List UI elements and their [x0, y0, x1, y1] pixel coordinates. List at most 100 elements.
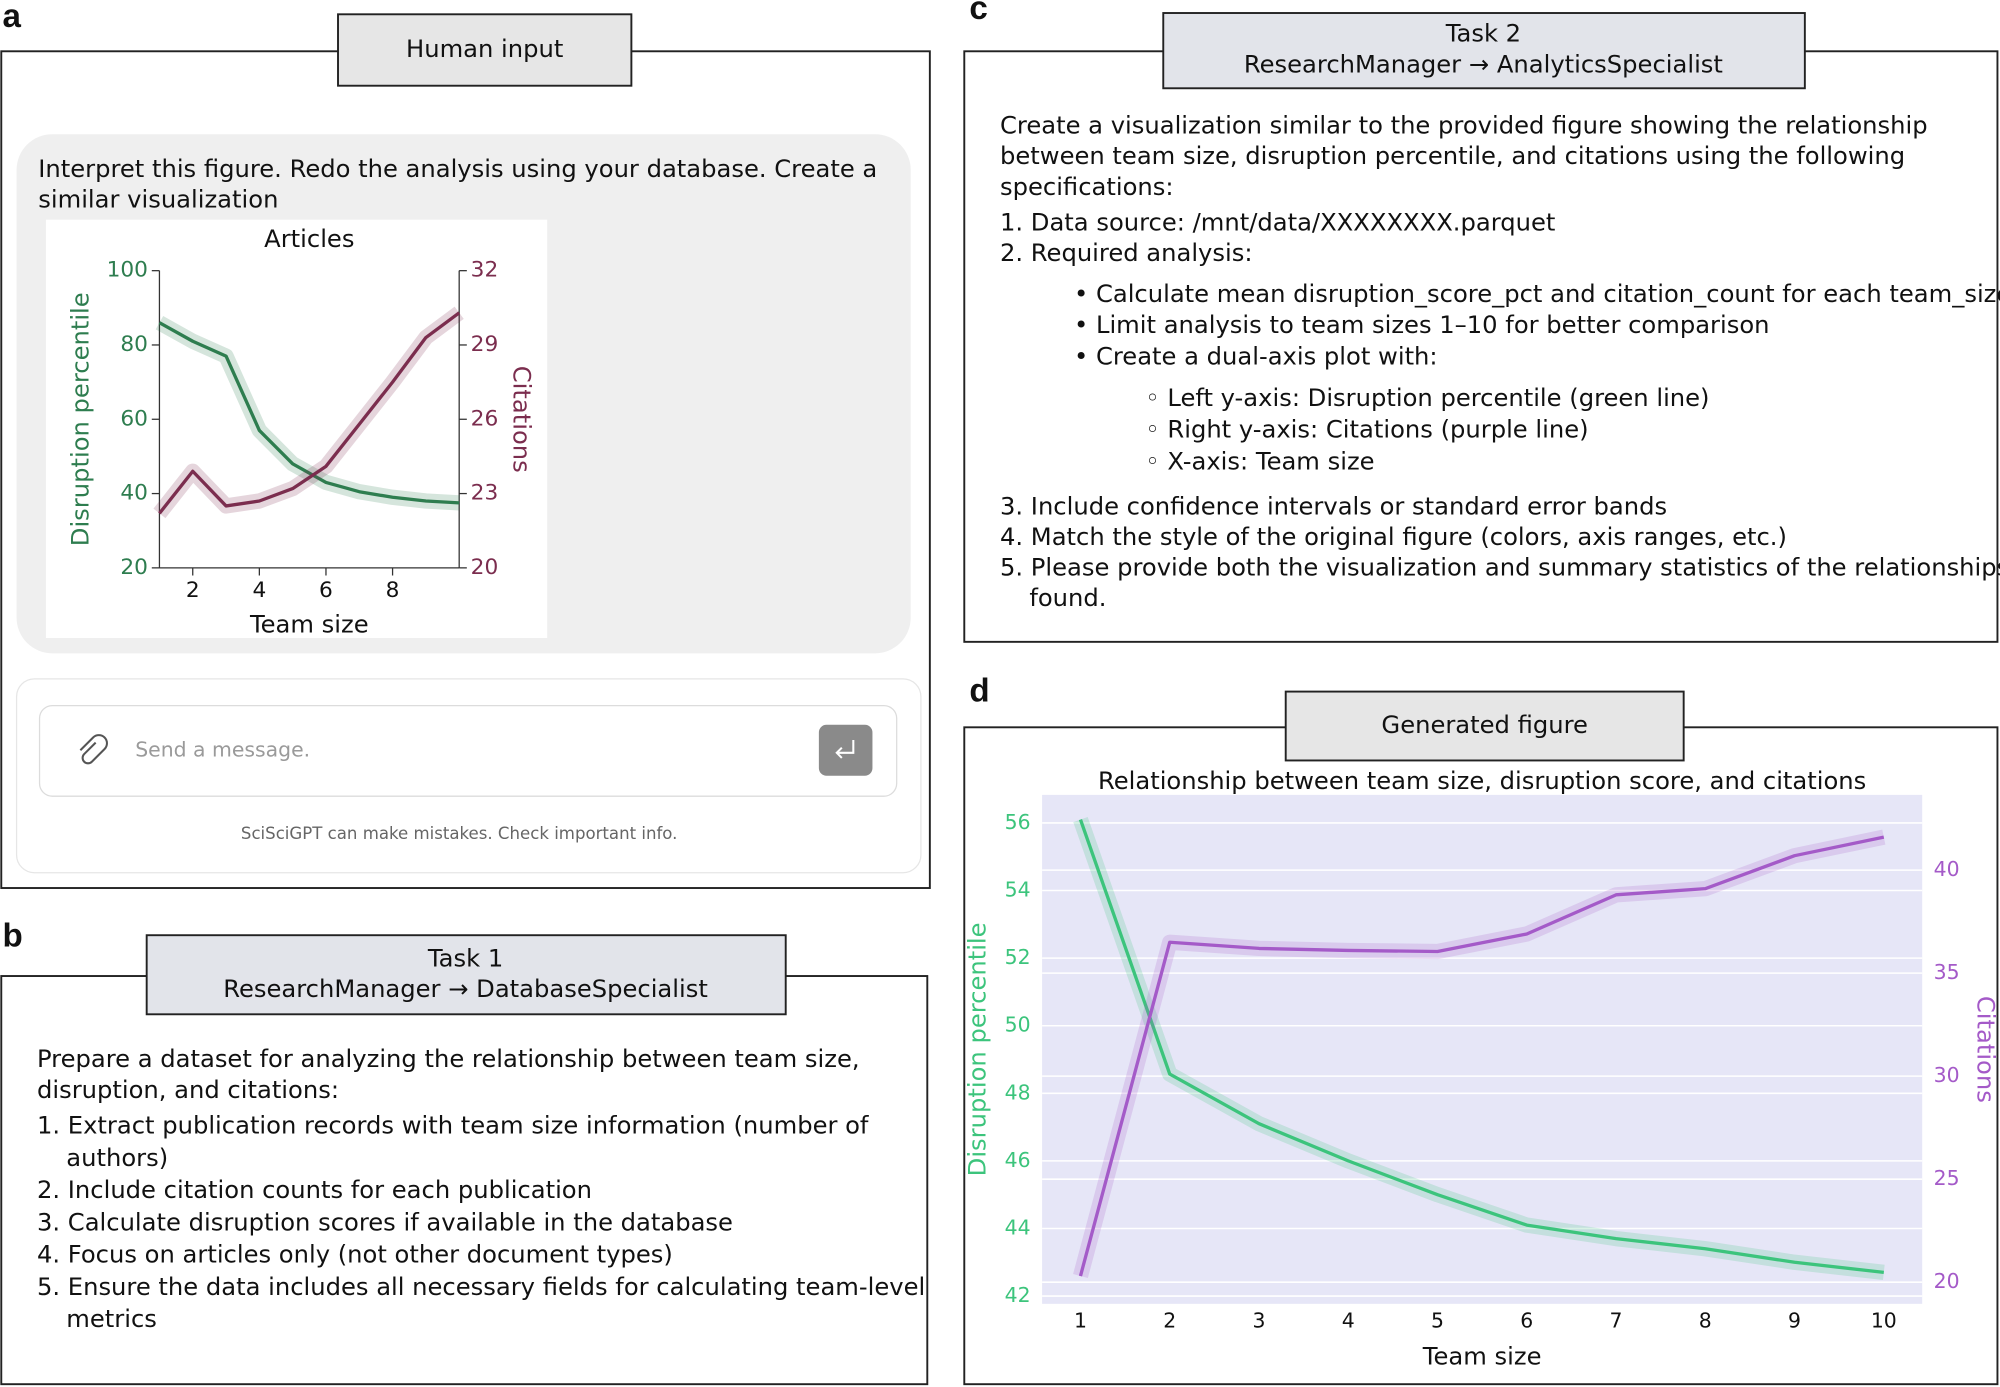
y-tick-label: 100: [107, 258, 148, 283]
y2-tick-label: 32: [471, 258, 499, 283]
x-tick-label: 9: [1788, 1309, 1801, 1333]
input-placeholder: Send a message.: [135, 737, 310, 761]
y-tick-label: 20: [120, 555, 148, 580]
series-line: [1078, 819, 1885, 1275]
x-tick-label: 8: [386, 578, 400, 603]
bullet: • Create a dual-axis plot with:: [1074, 342, 1438, 370]
send-button[interactable]: [818, 724, 873, 776]
y2-tick-label: 26: [471, 406, 499, 431]
attach-icon[interactable]: [79, 734, 108, 765]
panel-label: a: [3, 0, 22, 35]
x-tick-label: 6: [1520, 1309, 1533, 1333]
intro-line: Create a visualization similar to the pr…: [1000, 112, 1928, 140]
disclaimer: SciSciGPT can make mistakes. Check impor…: [241, 824, 678, 843]
y-axis-label: Disruption percentile: [963, 922, 991, 1176]
tab-title: Human input: [406, 35, 563, 63]
x-tick-label: 2: [1163, 1309, 1176, 1333]
x-tick-label: 7: [1610, 1309, 1623, 1333]
intro-line: disruption, and citations:: [37, 1076, 339, 1104]
y-tick-label: 50: [1005, 1013, 1031, 1037]
x-tick-label: 10: [1871, 1309, 1897, 1333]
list-item: 1. Extract publication records with team…: [37, 1112, 869, 1140]
y-tick-label: 56: [1005, 810, 1031, 834]
list-item: metrics: [66, 1305, 157, 1333]
tab: [1162, 12, 1806, 90]
message-line: Interpret this figure. Redo the analysis…: [38, 155, 877, 183]
chart-title: Articles: [264, 225, 354, 253]
series-line: [158, 321, 460, 505]
y2-tick-label: 25: [1934, 1166, 1960, 1190]
x-tick-label: 4: [252, 578, 266, 603]
message-line: similar visualization: [38, 186, 278, 214]
plot-background: [1042, 794, 1923, 1304]
y-tick-label: 48: [1005, 1080, 1031, 1104]
intro-line: specifications:: [1000, 173, 1174, 201]
y2-tick-label: 30: [1934, 1063, 1960, 1087]
series-line: [1078, 835, 1885, 1277]
sub-bullet: ◦ Left y-axis: Disruption percentile (gr…: [1145, 384, 1709, 412]
panel-label: c: [969, 0, 987, 27]
tab: [1284, 690, 1685, 762]
message-input[interactable]: [38, 704, 898, 797]
tab: [337, 13, 633, 87]
y2-tick-label: 20: [1934, 1269, 1960, 1293]
list-item: found.: [1029, 584, 1106, 612]
y2-tick-label: 23: [471, 481, 499, 506]
y-tick-label: 80: [120, 332, 148, 357]
x-tick-label: 6: [319, 578, 333, 603]
sub-bullet: ◦ X-axis: Team size: [1145, 448, 1374, 476]
y-axis-label: Disruption percentile: [67, 292, 95, 546]
y-tick-label: 42: [1005, 1283, 1031, 1307]
list-item: authors): [66, 1144, 168, 1172]
x-tick-label: 2: [186, 578, 200, 603]
list-item: 5. Ensure the data includes all necessar…: [37, 1273, 925, 1301]
series-line: [158, 311, 461, 515]
panel-b: [0, 975, 929, 1386]
x-axis-label: Team size: [1422, 1342, 1542, 1370]
list-item: 4. Match the style of the original figur…: [1000, 523, 1787, 551]
y-tick-label: 52: [1005, 945, 1031, 969]
panel-label: d: [969, 673, 989, 710]
tab-subtitle: ResearchManager → AnalyticsSpecialist: [1244, 50, 1723, 78]
y-tick-label: 44: [1005, 1215, 1031, 1239]
list-item: 4. Focus on articles only (not other doc…: [37, 1241, 673, 1269]
y2-axis-label: Citations: [507, 366, 535, 473]
bullet: • Limit analysis to team sizes 1–10 for …: [1074, 311, 1770, 339]
y-tick-label: 40: [120, 481, 148, 506]
y2-tick-label: 35: [1934, 960, 1960, 984]
x-tick-label: 5: [1431, 1309, 1444, 1333]
panel-c: [963, 50, 1999, 643]
y-tick-label: 46: [1005, 1148, 1031, 1172]
x-tick-label: 4: [1342, 1309, 1355, 1333]
y2-tick-label: 29: [471, 332, 499, 357]
send-icon: [835, 740, 855, 759]
y2-tick-label: 40: [1934, 857, 1960, 881]
x-tick-label: 3: [1253, 1309, 1266, 1333]
intro-line: between team size, disruption percentile…: [1000, 142, 1905, 170]
sub-bullet: ◦ Right y-axis: Citations (purple line): [1145, 416, 1588, 444]
list-item: 3. Calculate disruption scores if availa…: [37, 1208, 733, 1236]
list-item: 1. Data source: /mnt/data/XXXXXXXX.parqu…: [1000, 208, 1555, 236]
tab: [145, 934, 787, 1016]
x-axis-label: Team size: [249, 610, 369, 638]
bullet: • Calculate mean disruption_score_pct an…: [1074, 280, 2000, 308]
y-tick-label: 54: [1005, 878, 1031, 902]
x-tick-label: 1: [1074, 1309, 1087, 1333]
list-item: 5. Please provide both the visualization…: [1000, 554, 2000, 582]
list-item: 2. Include citation counts for each publ…: [37, 1176, 592, 1204]
list-item: 2. Required analysis:: [1000, 239, 1253, 267]
tab-title: Task 1: [427, 944, 503, 972]
x-tick-label: 8: [1699, 1309, 1712, 1333]
tab-title: Task 2: [1445, 20, 1521, 48]
y-tick-label: 60: [120, 406, 148, 431]
chart-title: Relationship between team size, disrupti…: [1098, 767, 1866, 795]
panel-label: b: [3, 918, 23, 955]
y2-axis-label: Citations: [1972, 996, 2000, 1103]
tab-title: Generated figure: [1381, 711, 1588, 739]
tab-subtitle: ResearchManager → DatabaseSpecialist: [223, 975, 708, 1003]
intro-line: Prepare a dataset for analyzing the rela…: [37, 1045, 860, 1073]
list-item: 3. Include confidence intervals or stand…: [1000, 492, 1667, 520]
y2-tick-label: 20: [471, 555, 499, 580]
